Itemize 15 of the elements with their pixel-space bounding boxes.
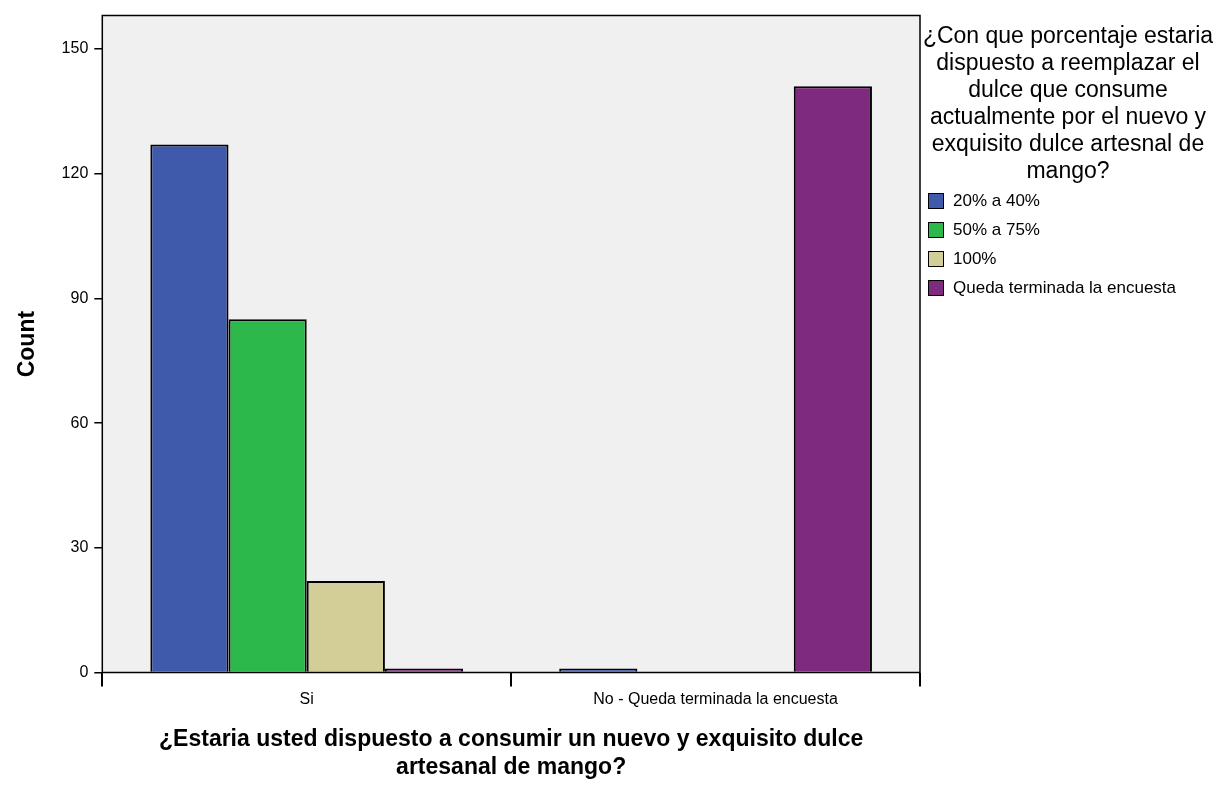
legend-label: 50% a 75% xyxy=(953,219,1040,240)
y-tick-label: 120 xyxy=(61,164,89,182)
y-tick-label: 30 xyxy=(70,538,89,556)
x-tick-label: No - Queda terminada la encuesta xyxy=(593,689,838,707)
legend-label: 100% xyxy=(953,248,997,269)
y-tick-label: 60 xyxy=(70,413,89,431)
y-axis-title: Count xyxy=(13,310,40,378)
x-tick-label: Si xyxy=(299,689,314,707)
legend-label: Queda terminada la encuesta xyxy=(953,277,1177,298)
x-axis-title: ¿Estaria usted dispuesto a consumir un nuevo y exquisito dulce artesanal de mango? xyxy=(159,724,864,779)
legend-label: 20% a 40% xyxy=(953,190,1040,211)
y-tick-label: 150 xyxy=(61,39,89,57)
legend-title: ¿Con que porcentaje estaria dispuesto a reemplazar el dulce que consume actualmente por el nuevo y exquisito dulce artesnal de mango? xyxy=(922,22,1214,184)
y-tick-label: 0 xyxy=(79,663,89,681)
y-tick-label: 90 xyxy=(70,288,89,306)
